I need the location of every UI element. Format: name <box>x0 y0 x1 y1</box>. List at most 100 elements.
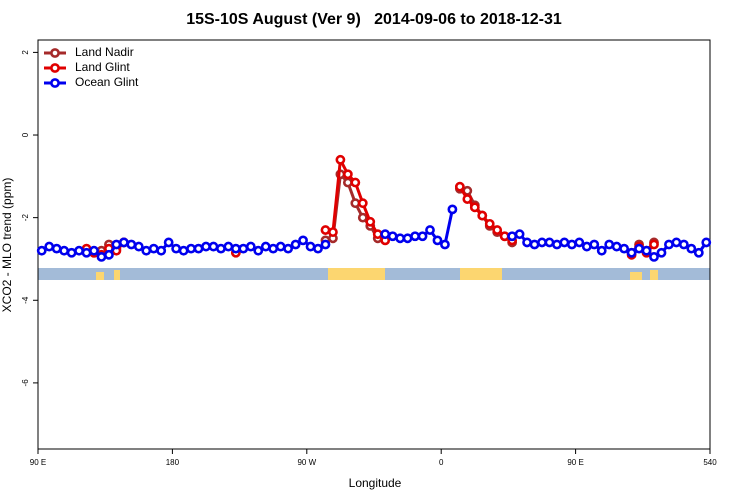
data-point <box>290 239 301 250</box>
land-band <box>650 270 658 280</box>
data-point <box>163 237 174 248</box>
y-tick-label: 0 <box>21 132 30 137</box>
data-point <box>417 231 428 242</box>
y-tick-label: -4 <box>21 296 30 304</box>
data-point <box>656 247 667 258</box>
y-tick-label: -6 <box>21 379 30 387</box>
data-point <box>649 251 659 262</box>
data-point <box>440 239 450 250</box>
data-point <box>425 225 435 235</box>
data-point <box>559 237 570 248</box>
data-point <box>36 245 47 256</box>
land-band <box>460 268 502 280</box>
data-point <box>268 243 279 254</box>
land-band <box>114 270 120 280</box>
data-point <box>507 231 518 242</box>
data-point <box>484 218 495 229</box>
data-point <box>387 231 398 242</box>
data-point <box>171 243 182 254</box>
land-mask <box>38 268 710 280</box>
data-point <box>454 181 465 192</box>
data-point <box>253 245 264 256</box>
data-point <box>604 239 615 250</box>
legend-label: Ocean Glint <box>75 75 139 89</box>
data-point <box>305 241 316 252</box>
data-point <box>283 243 294 254</box>
data-point <box>372 229 383 240</box>
data-point <box>596 245 607 256</box>
data-point <box>537 237 547 248</box>
data-point <box>156 245 167 256</box>
data-point <box>230 243 241 254</box>
data-point <box>544 237 555 248</box>
x-axis-label: Longitude <box>349 476 402 490</box>
data-point <box>514 229 525 240</box>
data-point <box>178 245 189 256</box>
data-point <box>678 239 689 250</box>
data-point <box>320 225 331 235</box>
data-point <box>492 225 503 235</box>
data-point <box>193 243 204 254</box>
data-point <box>581 241 592 252</box>
data-point <box>634 243 644 254</box>
x-tick-label: 540 <box>703 458 717 467</box>
data-point <box>148 243 159 254</box>
data-point <box>701 237 712 248</box>
land-band <box>328 268 385 280</box>
legend-label: Land Glint <box>75 60 130 74</box>
data-point <box>395 233 406 244</box>
data-point <box>671 237 682 248</box>
data-point <box>238 243 249 254</box>
data-point <box>89 245 99 256</box>
data-point <box>574 237 585 248</box>
data-point <box>320 239 331 250</box>
data-point <box>298 235 308 246</box>
data-point <box>126 239 137 250</box>
data-point <box>223 241 234 252</box>
data-point <box>44 241 55 252</box>
data-point <box>350 177 361 188</box>
data-point <box>66 247 77 258</box>
data-point <box>462 194 473 204</box>
data-point <box>216 243 226 254</box>
legend-swatch-marker <box>50 48 60 58</box>
data-point <box>664 239 674 250</box>
land-band <box>630 272 642 280</box>
data-point <box>81 247 92 258</box>
data-point <box>335 154 346 165</box>
data-point <box>619 243 630 254</box>
data-point <box>74 245 84 256</box>
data-point <box>552 239 562 250</box>
data-point <box>589 239 600 250</box>
y-axis-label: XCO2 - MLO trend (ppm) <box>0 178 14 313</box>
legend-swatch-marker <box>50 63 60 73</box>
data-point <box>357 198 368 209</box>
data-point <box>111 239 122 250</box>
data-point <box>141 245 152 256</box>
data-point <box>96 251 107 262</box>
data-point <box>350 198 361 209</box>
data-point <box>432 235 443 246</box>
data-point <box>402 233 413 244</box>
x-tick-label: 90 W <box>297 458 316 467</box>
data-point <box>342 177 353 188</box>
data-point <box>365 216 376 227</box>
data-point <box>641 245 652 256</box>
x-tick-label: 90 E <box>30 458 46 467</box>
data-point <box>469 202 480 213</box>
y-tick-label: 2 <box>21 50 30 55</box>
data-point <box>201 241 211 252</box>
land-band <box>96 272 104 280</box>
data-point <box>626 247 637 258</box>
data-point <box>208 241 219 252</box>
legend-swatch-marker <box>50 78 60 88</box>
data-point <box>357 212 368 223</box>
y-tick-label: -2 <box>21 214 30 222</box>
data-point <box>118 237 129 248</box>
data-point <box>447 204 458 215</box>
data-point <box>477 210 488 221</box>
data-point <box>313 243 323 254</box>
data-point <box>649 239 659 250</box>
chart-title: 15S-10S August (Ver 9) 2014-09-06 to 201… <box>186 11 562 28</box>
x-tick-label: 180 <box>166 458 180 467</box>
